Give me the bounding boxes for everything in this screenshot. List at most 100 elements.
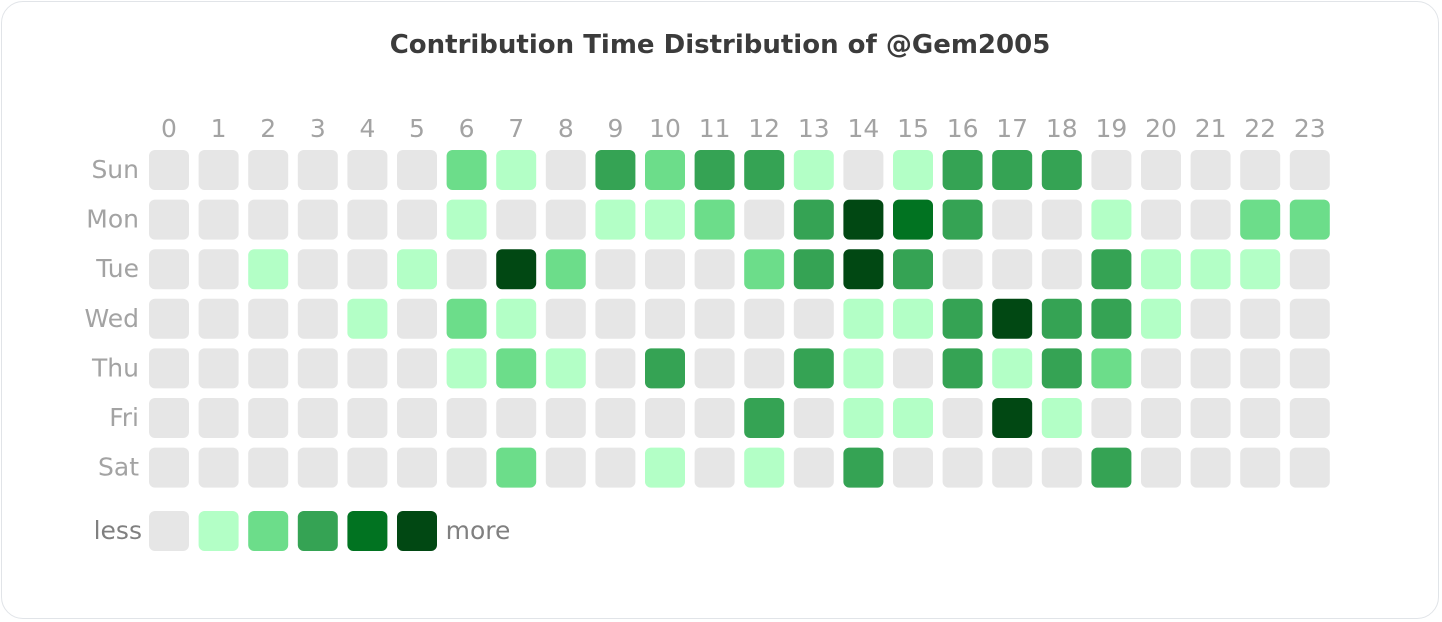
heatmap-cell — [942, 199, 983, 240]
heatmap-cell — [595, 447, 636, 488]
heatmap-cell — [149, 150, 189, 190]
hour-label: 7 — [508, 114, 524, 143]
heatmap-cell — [893, 348, 933, 389]
heatmap-cell — [149, 249, 189, 290]
hour-label: 2 — [260, 114, 276, 143]
heatmap-cell — [1190, 348, 1231, 389]
heatmap-cell — [1141, 298, 1181, 339]
heatmap-cell — [744, 298, 785, 339]
heatmap-cell — [496, 249, 537, 290]
heatmap-cell — [942, 447, 983, 488]
heatmap-cell — [1289, 348, 1330, 389]
heatmap-cell — [545, 199, 586, 240]
heatmap-cell — [297, 199, 338, 240]
heatmap-cell — [942, 398, 983, 438]
heatmap-cell — [198, 249, 239, 290]
heatmap-cell — [992, 199, 1033, 240]
heatmap-cell — [1240, 447, 1281, 488]
heatmap-cell — [843, 348, 884, 389]
hour-label: 14 — [847, 114, 879, 143]
heatmap-cell — [793, 348, 834, 389]
heatmap-cell — [496, 348, 537, 389]
heatmap-cell — [1289, 398, 1330, 438]
heatmap-cell — [793, 150, 834, 190]
heatmap-cell — [595, 398, 636, 438]
heatmap-cell — [893, 199, 933, 240]
hour-label: 16 — [947, 114, 979, 143]
heatmap-cell — [992, 348, 1033, 389]
legend-swatch — [198, 511, 239, 551]
heatmap-cell — [1190, 150, 1231, 190]
heatmap-cell — [347, 150, 388, 190]
heatmap-cell — [496, 447, 537, 488]
heatmap-cell — [496, 150, 537, 190]
heatmap-cell — [397, 249, 437, 290]
heatmap-cell — [744, 348, 785, 389]
heatmap-cell — [198, 348, 239, 389]
heatmap-cell — [1289, 447, 1330, 488]
heatmap-cell — [645, 249, 685, 290]
heatmap-cell — [992, 150, 1033, 190]
heatmap-cell — [1141, 447, 1181, 488]
heatmap-cell — [1091, 298, 1132, 339]
heatmap-cell — [1091, 150, 1132, 190]
hour-label: 13 — [798, 114, 830, 143]
heatmap-cell — [545, 298, 586, 339]
heatmap-cell — [893, 150, 933, 190]
hour-label: 6 — [459, 114, 475, 143]
heatmap-cell — [297, 447, 338, 488]
heatmap-cell — [1141, 348, 1181, 389]
heatmap-cell — [1190, 447, 1231, 488]
heatmap-cell — [992, 447, 1033, 488]
legend-swatch — [397, 511, 437, 551]
heatmap-cell — [744, 150, 785, 190]
heatmap-cell — [248, 398, 289, 438]
heatmap-cell — [595, 199, 636, 240]
heatmap-cell — [446, 348, 487, 389]
hour-label: 0 — [161, 114, 177, 143]
legend-swatch — [248, 511, 289, 551]
heatmap-cell — [248, 249, 289, 290]
heatmap-cell — [893, 249, 933, 290]
hour-label: 18 — [1046, 114, 1078, 143]
heatmap-cell — [248, 199, 289, 240]
heatmap-cell — [843, 298, 884, 339]
heatmap-cell — [645, 447, 685, 488]
hour-label: 9 — [607, 114, 623, 143]
heatmap-cell — [645, 199, 685, 240]
heatmap-cell — [744, 249, 785, 290]
heatmap-cell — [545, 447, 586, 488]
heatmap-cell — [843, 447, 884, 488]
heatmap-cell — [595, 150, 636, 190]
hour-label: 23 — [1294, 114, 1326, 143]
heatmap-cell — [1041, 447, 1082, 488]
heatmap-cell — [496, 298, 537, 339]
heatmap-cell — [1190, 249, 1231, 290]
heatmap-cell — [297, 150, 338, 190]
heatmap-cell — [397, 199, 437, 240]
heatmap-cell — [297, 249, 338, 290]
heatmap-cell — [149, 348, 189, 389]
heatmap-cell — [595, 249, 636, 290]
day-label: Thu — [91, 353, 139, 382]
hour-label: 10 — [649, 114, 681, 143]
heatmap-cell — [843, 199, 884, 240]
heatmap-cell — [1289, 249, 1330, 290]
heatmap-cell — [1289, 298, 1330, 339]
heatmap-cell — [843, 249, 884, 290]
heatmap-cell — [645, 150, 685, 190]
heatmap-cell — [843, 150, 884, 190]
heatmap-cell — [347, 348, 388, 389]
hour-label: 17 — [996, 114, 1028, 143]
day-label: Tue — [95, 254, 139, 283]
heatmap-cell — [1041, 348, 1082, 389]
heatmap-cell — [149, 199, 189, 240]
heatmap-cell — [1240, 298, 1281, 339]
heatmap-cell — [1091, 348, 1132, 389]
chart-title: Contribution Time Distribution of @Gem20… — [389, 30, 1051, 60]
legend-swatch — [347, 511, 388, 551]
heatmap-cell — [744, 447, 785, 488]
heatmap-cell — [1240, 398, 1281, 438]
heatmap-cell — [645, 398, 685, 438]
